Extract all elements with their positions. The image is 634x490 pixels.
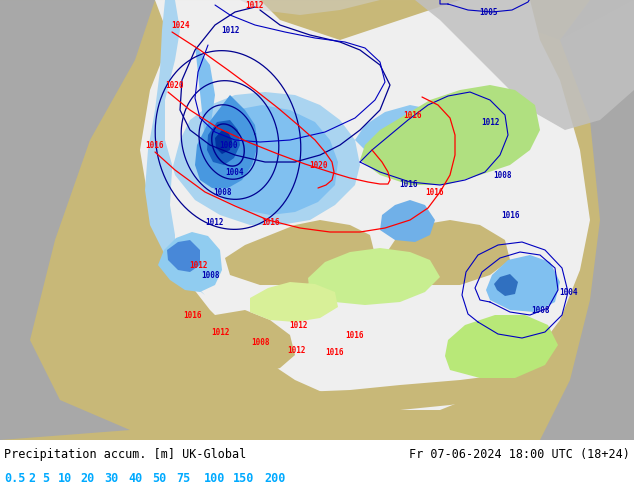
Polygon shape: [445, 315, 558, 378]
Polygon shape: [195, 45, 338, 215]
Polygon shape: [494, 274, 518, 296]
Text: 10: 10: [58, 471, 72, 485]
Text: 20: 20: [80, 471, 94, 485]
Text: Precipitation accum. [m] UK-Global: Precipitation accum. [m] UK-Global: [4, 447, 246, 461]
Text: 150: 150: [233, 471, 254, 485]
Text: 1000: 1000: [219, 141, 237, 149]
Polygon shape: [167, 240, 200, 272]
Polygon shape: [0, 0, 634, 440]
Polygon shape: [200, 375, 520, 412]
Text: 1004: 1004: [559, 288, 577, 296]
Polygon shape: [0, 0, 155, 440]
Polygon shape: [380, 200, 435, 242]
Text: 1008: 1008: [213, 188, 231, 196]
Text: 1008: 1008: [201, 270, 219, 279]
Text: 1024: 1024: [171, 21, 190, 29]
Text: 40: 40: [128, 471, 142, 485]
Text: 5: 5: [42, 471, 49, 485]
Text: 1016: 1016: [146, 141, 164, 149]
Text: Fr 07-06-2024 18:00 UTC (18+24): Fr 07-06-2024 18:00 UTC (18+24): [409, 447, 630, 461]
Text: 50: 50: [152, 471, 166, 485]
Polygon shape: [225, 220, 375, 285]
Text: 200: 200: [264, 471, 285, 485]
Polygon shape: [260, 0, 460, 40]
Polygon shape: [196, 125, 240, 170]
Polygon shape: [140, 0, 590, 410]
Polygon shape: [0, 0, 634, 40]
Text: 1016: 1016: [403, 111, 421, 120]
Text: 1012: 1012: [481, 118, 499, 126]
Text: 0.5: 0.5: [4, 471, 25, 485]
Polygon shape: [540, 0, 634, 440]
Polygon shape: [385, 220, 510, 285]
Polygon shape: [215, 130, 232, 154]
Text: 1012: 1012: [206, 218, 224, 226]
Polygon shape: [390, 0, 634, 130]
Text: 1016: 1016: [183, 311, 201, 319]
Text: 1008: 1008: [494, 171, 512, 179]
Text: 2: 2: [28, 471, 35, 485]
Text: 1012: 1012: [189, 261, 207, 270]
Polygon shape: [190, 310, 295, 375]
Text: 1016: 1016: [426, 188, 444, 196]
Text: 75: 75: [176, 471, 190, 485]
Polygon shape: [308, 248, 440, 305]
Text: 1020: 1020: [309, 161, 327, 170]
Polygon shape: [145, 0, 360, 295]
Polygon shape: [207, 120, 240, 165]
Text: 1012: 1012: [210, 327, 230, 337]
Text: 30: 30: [104, 471, 119, 485]
Text: 1005: 1005: [479, 7, 497, 17]
Text: 1016: 1016: [501, 211, 519, 220]
Polygon shape: [328, 240, 365, 275]
Text: 1016: 1016: [399, 179, 417, 189]
Polygon shape: [250, 282, 338, 322]
Text: 1016: 1016: [326, 347, 344, 357]
Polygon shape: [158, 232, 222, 292]
Text: 100: 100: [204, 471, 225, 485]
Polygon shape: [240, 0, 380, 15]
Text: 1012: 1012: [246, 0, 264, 9]
Text: 1012: 1012: [221, 25, 239, 34]
Text: 1016: 1016: [346, 331, 365, 340]
Polygon shape: [195, 95, 258, 188]
Polygon shape: [360, 85, 540, 185]
Text: 1020: 1020: [165, 80, 184, 90]
Text: 1012: 1012: [288, 320, 307, 329]
Polygon shape: [355, 105, 460, 175]
Polygon shape: [486, 255, 560, 312]
Text: 1008: 1008: [251, 338, 269, 346]
Text: 1012: 1012: [288, 345, 306, 354]
Text: 1016: 1016: [261, 218, 279, 226]
Text: 1008: 1008: [531, 305, 549, 315]
Text: 1004: 1004: [226, 168, 244, 176]
